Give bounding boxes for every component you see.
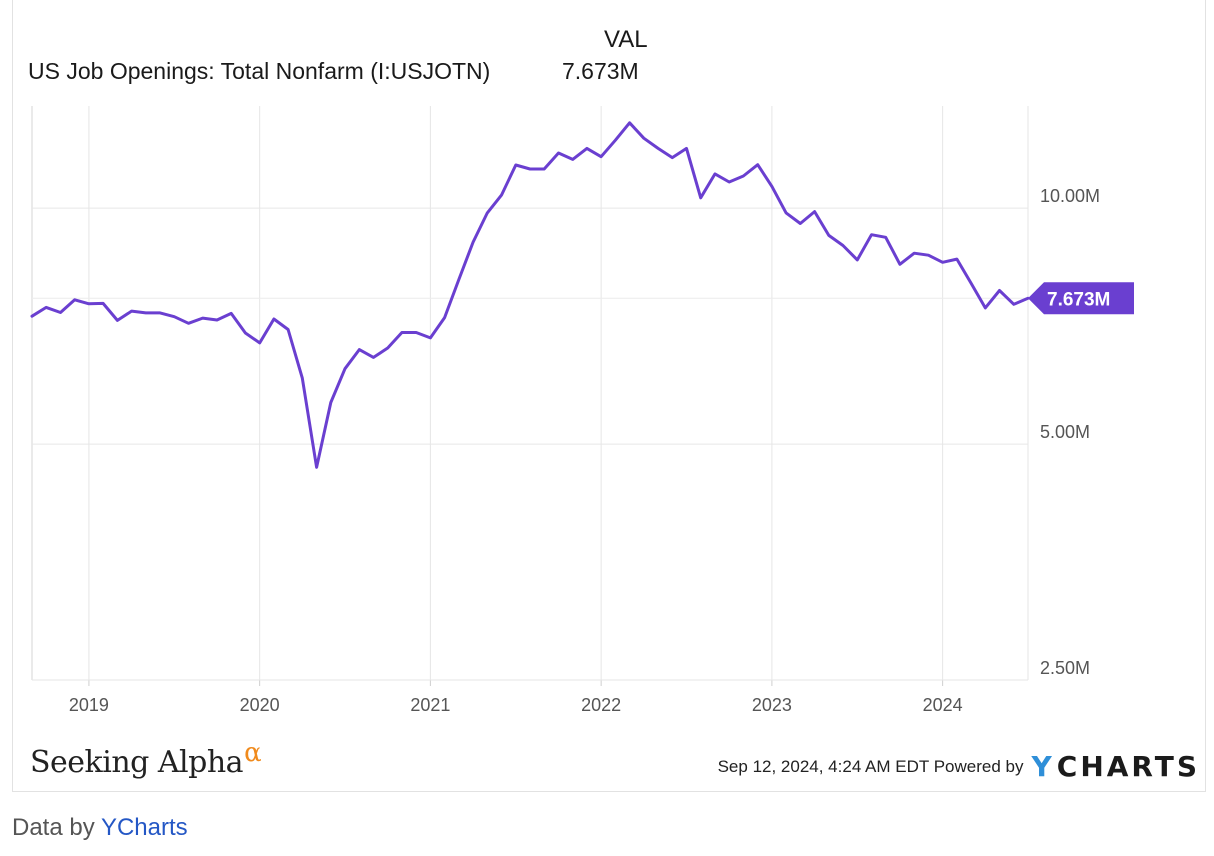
series-latest-value: 7.673M [562, 58, 639, 84]
attribution-prefix: Data by [12, 814, 95, 841]
x-tick-label: 2024 [923, 695, 963, 715]
seeking-alpha-logo[interactable]: Seeking Alphaα [30, 738, 262, 780]
x-tick-label: 2023 [752, 695, 792, 715]
end-value-tag [1028, 282, 1134, 315]
ycharts-y-icon: Y [1031, 750, 1055, 783]
series-line [30, 121, 1030, 469]
ycharts-wordmark: CHARTS [1056, 750, 1200, 783]
timestamp: Sep 12, 2024, 4:24 AM EDT Powered by [717, 756, 1024, 776]
x-tick-label: 2021 [410, 695, 450, 715]
end-value-label: 7.673M [1047, 289, 1110, 310]
value-column-header: VAL [604, 26, 648, 53]
x-tick-label: 2022 [581, 695, 621, 715]
chart-footer: Sep 12, 2024, 4:24 AM EDT Powered by Y CH… [718, 750, 1200, 783]
brand-name: Seeking Alpha [30, 745, 244, 780]
ycharts-logo[interactable]: Y CHARTS [1031, 750, 1200, 783]
y-tick-label: 2.50M [1040, 658, 1090, 678]
ycharts-link[interactable]: YCharts [100, 814, 188, 841]
series-name[interactable]: US Job Openings: Total Nonfarm (I:USJOTN… [28, 58, 491, 84]
y-tick-label: 5.00M [1040, 422, 1090, 442]
chart-card [12, 0, 1206, 792]
line-chart: 2019 2020 2021 2022 2023 2024 10.00M 5.00M 2.50M… [30, 106, 1134, 715]
alpha-icon: α [244, 738, 262, 768]
x-tick-label: 2020 [240, 695, 280, 715]
x-tick-label: 2019 [69, 695, 109, 715]
data-attribution: Data by YCharts [12, 814, 188, 842]
y-tick-label: 10.00M [1040, 186, 1100, 206]
